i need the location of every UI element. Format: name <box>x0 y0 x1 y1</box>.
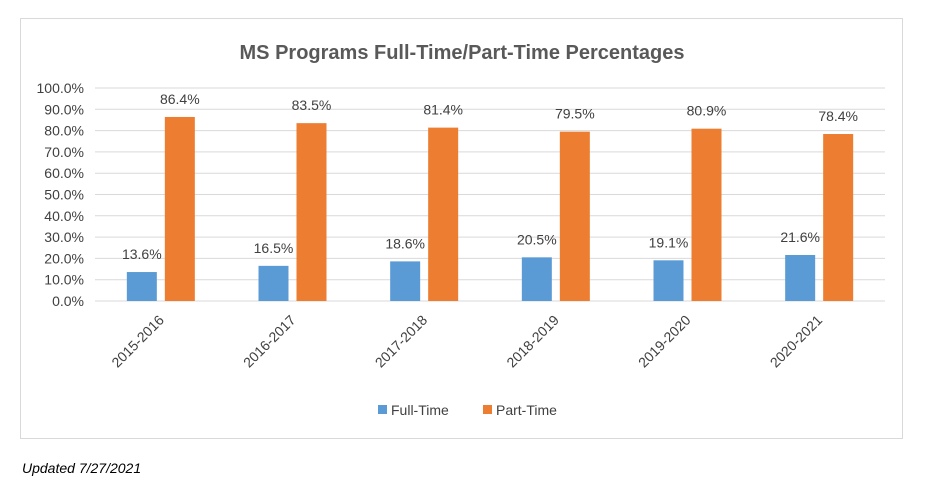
y-axis-ticks: 0.0% 10.0% 20.0% 30.0% 40.0% 50.0% 60.0% 70.0% 8… <box>37 80 84 309</box>
data-label-part-time: 79.5% <box>555 106 595 122</box>
y-tick-label: 0.0% <box>52 293 84 309</box>
bar-full-time <box>390 261 421 301</box>
legend: Full-Time Part-Time <box>378 402 557 418</box>
chart-title: MS Programs Full-Time/Part-Time Percenta… <box>240 42 685 64</box>
x-tick-label: 2019-2020 <box>635 312 694 371</box>
bar-part-time <box>164 116 195 301</box>
y-tick-label: 50.0% <box>44 187 84 203</box>
legend-swatch-part-time <box>483 405 492 414</box>
y-tick-label: 10.0% <box>44 272 84 288</box>
bar-full-time <box>785 254 816 301</box>
y-tick-label: 100.0% <box>37 80 84 96</box>
bar-full-time <box>653 260 684 301</box>
x-tick-label: 2015-2016 <box>108 312 167 371</box>
y-tick-label: 60.0% <box>44 165 84 181</box>
bar-part-time <box>691 128 722 301</box>
data-label-part-time: 83.5% <box>292 97 332 113</box>
data-label-full-time: 13.6% <box>122 246 162 262</box>
x-tick-label: 2020-2021 <box>767 312 826 371</box>
bar-full-time <box>126 272 157 301</box>
y-tick-label: 90.0% <box>44 101 84 117</box>
y-tick-label: 20.0% <box>44 250 84 266</box>
data-labels: 13.6% 86.4% 16.5% 83.5% 18.6% 81.4% 20.5% 79.5%… <box>122 91 858 262</box>
y-tick-label: 70.0% <box>44 144 84 160</box>
bar-part-time <box>559 131 590 301</box>
data-label-part-time: 80.9% <box>687 103 727 119</box>
data-label-full-time: 19.1% <box>649 234 689 250</box>
data-label-part-time: 86.4% <box>160 91 200 107</box>
data-label-full-time: 18.6% <box>385 235 425 251</box>
y-tick-label: 30.0% <box>44 229 84 245</box>
bars <box>126 116 854 302</box>
data-label-full-time: 20.5% <box>517 231 557 247</box>
x-axis-ticks: 2015-2016 2016-2017 2017-2018 2018-2019 2019… <box>108 312 825 371</box>
y-tick-label: 80.0% <box>44 123 84 139</box>
y-tick-label: 40.0% <box>44 208 84 224</box>
data-label-part-time: 81.4% <box>423 102 463 118</box>
bar-part-time <box>428 127 459 301</box>
data-label-full-time: 21.6% <box>780 229 820 245</box>
chart-area: MS Programs Full-Time/Part-Time Percenta… <box>20 18 903 439</box>
data-label-full-time: 16.5% <box>254 240 294 256</box>
bar-part-time <box>296 123 327 302</box>
legend-swatch-full-time <box>378 405 387 414</box>
gridlines <box>95 87 885 302</box>
x-tick-label: 2018-2019 <box>503 312 562 371</box>
x-tick-label: 2017-2018 <box>372 312 431 371</box>
updated-note: Updated 7/27/2021 <box>22 460 142 476</box>
bar-part-time <box>823 134 854 301</box>
legend-label-full-time: Full-Time <box>391 402 449 418</box>
legend-label-part-time: Part-Time <box>496 402 557 418</box>
bar-full-time <box>258 265 289 301</box>
x-tick-label: 2016-2017 <box>240 312 299 371</box>
bar-chart: MS Programs Full-Time/Part-Time Percenta… <box>37 42 885 418</box>
data-label-part-time: 78.4% <box>818 108 858 124</box>
bar-full-time <box>521 257 552 301</box>
